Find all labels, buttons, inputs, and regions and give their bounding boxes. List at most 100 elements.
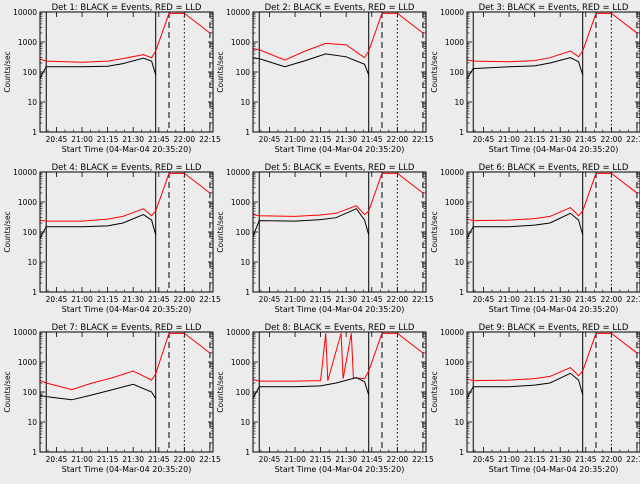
y-tick-label: 1: [245, 448, 250, 457]
x-tick-label: 20:45: [473, 135, 495, 144]
panel-det-7: Det 7: BLACK = Events, RED = LLD Counts/s…: [3, 323, 221, 474]
y-tick-label: 10000: [440, 168, 464, 177]
y-tick-label: 1: [32, 448, 37, 457]
x-tick-label: 21:00: [284, 295, 306, 304]
x-tick-label: 21:00: [71, 295, 93, 304]
plot-frame: [252, 11, 427, 133]
events-series: [40, 214, 157, 240]
y-axis-label: Counts/sec: [430, 51, 439, 92]
y-tick-label: 1000: [18, 38, 37, 47]
x-tick-label: 22:15: [412, 295, 434, 304]
x-tick-label: 21:45: [361, 295, 383, 304]
x-tick-label: 21:30: [549, 295, 571, 304]
x-axis-label: Start Time (04-Mar-04 20:35:20): [62, 145, 192, 154]
x-axis-label: Start Time (04-Mar-04 20:35:20): [275, 305, 405, 314]
y-tick-label: 100: [236, 68, 251, 77]
y-tick-label: 1000: [445, 198, 464, 207]
events-series: [40, 383, 157, 401]
panel-title: Det 3: BLACK = Events, RED = LLD: [479, 3, 629, 13]
panel-det-5: Det 5: BLACK = Events, RED = LLD Counts/s…: [216, 163, 434, 314]
x-tick-label: 21:15: [524, 455, 546, 464]
panel-det-9: Det 9: BLACK = Events, RED = LLD Counts/s…: [430, 323, 640, 474]
x-tick-label: 21:15: [310, 455, 332, 464]
x-axis-label: Start Time (04-Mar-04 20:35:20): [489, 145, 619, 154]
lld-series: [253, 12, 424, 61]
x-tick-label: 21:00: [71, 135, 93, 144]
y-tick-label: 10: [27, 98, 37, 107]
y-tick-label: 100: [236, 228, 251, 237]
panel-title: Det 8: BLACK = Events, RED = LLD: [265, 323, 415, 333]
events-series: [40, 57, 157, 80]
y-tick-label: 1: [459, 448, 464, 457]
plot-frame: [252, 331, 427, 453]
panel-title: Det 6: BLACK = Events, RED = LLD: [479, 163, 629, 173]
x-tick-label: 22:00: [387, 455, 409, 464]
y-tick-label: 1000: [231, 38, 250, 47]
y-tick-label: 10000: [13, 8, 37, 17]
x-tick-label: 21:30: [335, 295, 357, 304]
lld-series: [253, 332, 424, 382]
x-tick-label: 22:00: [387, 135, 409, 144]
x-tick-label: 22:00: [601, 135, 623, 144]
x-tick-label: 22:15: [412, 135, 434, 144]
lld-series: [467, 332, 638, 382]
x-tick-label: 22:15: [412, 455, 434, 464]
y-axis-label: Counts/sec: [430, 371, 439, 412]
y-tick-label: 1: [459, 128, 464, 137]
x-tick-label: 20:45: [259, 455, 281, 464]
x-tick-label: 21:30: [122, 295, 144, 304]
y-axis-label: Counts/sec: [3, 211, 12, 252]
x-tick-label: 21:00: [498, 135, 520, 144]
y-tick-label: 1: [245, 288, 250, 297]
x-tick-label: 21:30: [335, 135, 357, 144]
x-tick-label: 22:15: [199, 295, 221, 304]
x-tick-label: 22:00: [387, 295, 409, 304]
x-axis-label: Start Time (04-Mar-04 20:35:20): [489, 305, 619, 314]
x-tick-label: 21:15: [97, 135, 119, 144]
y-tick-label: 1000: [445, 358, 464, 367]
y-tick-label: 10000: [226, 168, 250, 177]
x-tick-label: 22:15: [626, 455, 640, 464]
y-tick-label: 1000: [231, 198, 250, 207]
x-tick-label: 21:15: [524, 295, 546, 304]
x-tick-label: 21:30: [549, 135, 571, 144]
plot-frame: [466, 331, 640, 453]
y-tick-label: 10000: [13, 168, 37, 177]
x-tick-label: 21:45: [575, 455, 597, 464]
events-series: [253, 53, 370, 76]
y-tick-label: 1000: [18, 358, 37, 367]
plot-frame: [39, 171, 214, 293]
lld-series: [467, 12, 638, 63]
plot-frame: [466, 11, 640, 133]
x-tick-label: 21:45: [575, 295, 597, 304]
events-series: [467, 57, 584, 80]
y-tick-label: 1000: [445, 38, 464, 47]
events-series: [467, 372, 584, 400]
y-tick-label: 10000: [13, 328, 37, 337]
panel-det-3: Det 3: BLACK = Events, RED = LLD Counts/s…: [430, 3, 640, 154]
plot-frame: [39, 11, 214, 133]
x-tick-label: 20:45: [473, 295, 495, 304]
lld-series: [40, 172, 211, 222]
y-axis-label: Counts/sec: [3, 51, 12, 92]
x-tick-label: 22:15: [199, 455, 221, 464]
plot-frame: [39, 331, 214, 453]
x-tick-label: 22:15: [626, 135, 640, 144]
x-tick-label: 21:45: [148, 455, 170, 464]
x-tick-label: 21:45: [361, 455, 383, 464]
y-tick-label: 10000: [226, 8, 250, 17]
x-tick-label: 22:00: [174, 135, 196, 144]
y-tick-label: 100: [23, 68, 38, 77]
x-tick-label: 21:30: [549, 455, 571, 464]
events-series: [253, 208, 370, 238]
x-tick-label: 21:15: [310, 295, 332, 304]
x-tick-label: 20:45: [46, 295, 68, 304]
x-tick-label: 21:30: [335, 455, 357, 464]
y-tick-label: 1: [32, 288, 37, 297]
x-axis-label: Start Time (04-Mar-04 20:35:20): [275, 145, 405, 154]
y-tick-label: 100: [23, 388, 38, 397]
panel-det-1: Det 1: BLACK = Events, RED = LLD Counts/s…: [3, 3, 221, 154]
y-tick-label: 100: [450, 68, 465, 77]
x-axis-label: Start Time (04-Mar-04 20:35:20): [62, 465, 192, 474]
